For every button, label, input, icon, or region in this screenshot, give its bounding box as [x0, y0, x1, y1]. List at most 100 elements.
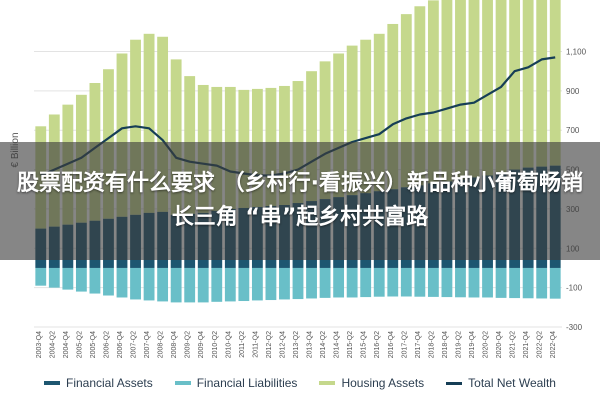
financial-liabilities-bar — [400, 267, 412, 297]
financial-liabilities-bar — [116, 267, 128, 298]
financial-liabilities-bar — [279, 267, 290, 300]
x-tick-label: 2012-Q4 — [279, 331, 286, 358]
x-tick-label: 2011-Q2 — [239, 331, 246, 358]
x-tick-label: 2010-Q4 — [225, 331, 232, 358]
housing-assets-bar — [455, 0, 466, 180]
financial-liabilities-bar — [184, 267, 196, 303]
legend-swatch — [446, 381, 463, 385]
financial-liabilities-bar — [387, 267, 399, 297]
housing-assets-bar — [522, 0, 534, 168]
legend-label: Housing Assets — [341, 376, 425, 390]
x-tick-label: 2007-Q4 — [144, 331, 151, 358]
legend-item: Housing Assets — [319, 376, 424, 390]
x-tick-label: 2017-Q4 — [415, 331, 422, 358]
financial-liabilities-bar — [211, 267, 223, 302]
financial-liabilities-bar — [414, 267, 426, 297]
headline-text: 股票配资有什么要求 （乡村行·看振兴）新品种小葡萄畅销长三角 “串”起乡村共富路 — [16, 171, 584, 230]
legend-label: Financial Liabilities — [196, 376, 298, 390]
housing-assets-bar — [157, 36, 169, 212]
housing-assets-bar — [536, 0, 548, 167]
financial-liabilities-bar — [89, 267, 101, 294]
housing-assets-bar — [319, 61, 331, 200]
x-tick-label: 2013-Q2 — [293, 331, 300, 358]
housing-assets-bar — [414, 6, 426, 186]
housing-assets-bar — [468, 0, 480, 178]
financial-liabilities-bar — [103, 267, 114, 296]
x-tick-label: 2019-Q4 — [469, 331, 476, 358]
x-tick-label: 2004-Q4 — [63, 331, 70, 358]
financial-liabilities-bar — [441, 267, 453, 298]
financial-liabilities-bar — [75, 267, 87, 292]
housing-assets-bar — [387, 23, 399, 190]
housing-assets-bar — [333, 53, 345, 198]
x-tick-label: 2020-Q2 — [483, 331, 490, 358]
y-tick-label: -300 — [566, 323, 583, 332]
financial-liabilities-bar — [130, 267, 141, 300]
financial-liabilities-bar — [455, 267, 466, 298]
financial-liabilities-bar — [62, 267, 74, 290]
housing-assets-bar — [400, 14, 412, 188]
financial-liabilities-bar — [157, 267, 169, 302]
x-tick-label: 2006-Q4 — [117, 331, 124, 358]
x-tick-labels: 2003-Q4 2004-Q2 2004-Q4 2005-Q2 2005-Q4 2006-… — [36, 331, 557, 358]
y-tick-label: -100 — [566, 284, 583, 293]
x-tick-label: 2005-Q4 — [90, 331, 97, 358]
housing-assets-bar — [427, 0, 439, 184]
financial-liabilities-bar — [346, 267, 358, 298]
housing-assets-bar — [170, 59, 182, 215]
housing-assets-bar — [306, 71, 317, 202]
x-tick-label: 2020-Q4 — [496, 331, 503, 358]
legend-label: Total Net Wealth — [468, 376, 556, 390]
financial-liabilities-bar — [333, 267, 345, 298]
housing-assets-bar — [549, 0, 561, 166]
financial-liabilities-bar — [495, 267, 507, 298]
housing-assets-bar — [116, 53, 128, 217]
x-tick-label: 2012-Q2 — [266, 331, 273, 358]
legend-swatch — [174, 381, 191, 385]
x-tick-label: 2008-Q4 — [171, 331, 178, 358]
x-tick-label: 2019-Q2 — [455, 331, 462, 358]
financial-liabilities-bar — [48, 267, 60, 288]
x-tick-label: 2007-Q2 — [131, 331, 138, 358]
chart-legend: Financial Assets Financial Liabilities Hou… — [0, 372, 600, 394]
housing-assets-bar — [509, 0, 521, 170]
financial-liabilities-bar — [170, 267, 182, 303]
x-tick-label: 2022-Q2 — [537, 331, 544, 358]
legend-label: Financial Assets — [66, 376, 153, 390]
legend-item: Financial Liabilities — [174, 376, 298, 390]
housing-assets-bar — [373, 33, 385, 192]
x-tick-label: 2005-Q2 — [76, 331, 83, 358]
financial-liabilities-bar — [522, 267, 534, 299]
x-tick-label: 2018-Q4 — [442, 331, 449, 358]
financial-liabilities-bar — [292, 267, 304, 300]
financial-liabilities-bar — [306, 267, 317, 299]
financial-liabilities-bar — [251, 267, 263, 301]
financial-liabilities-bar — [197, 267, 209, 303]
housing-assets-bar — [482, 0, 493, 176]
financial-liabilities-bar — [373, 267, 385, 297]
x-tick-label: 2011-Q4 — [252, 331, 259, 358]
housing-assets-bar — [346, 45, 358, 196]
x-tick-label: 2016-Q4 — [388, 331, 395, 358]
x-tick-label: 2009-Q4 — [198, 331, 205, 358]
financial-liabilities-bar — [468, 267, 480, 298]
financial-liabilities-bar — [224, 267, 236, 302]
x-tick-label: 2008-Q2 — [158, 331, 165, 358]
legend-item: Financial Assets — [44, 376, 153, 390]
headline-overlay: 股票配资有什么要求 （乡村行·看振兴）新品种小葡萄畅销长三角 “串”起乡村共富路 — [0, 142, 600, 260]
financial-liabilities-bar — [35, 267, 47, 286]
legend-item: Total Net Wealth — [446, 376, 556, 390]
financial-liabilities-bar — [319, 267, 331, 298]
y-tick-label: 1,100 — [566, 48, 587, 57]
housing-assets-bar — [360, 39, 372, 194]
financial-liabilities-bar — [427, 267, 439, 297]
x-tick-label: 2013-Q4 — [307, 331, 314, 358]
x-tick-label: 2016-Q2 — [374, 331, 381, 358]
x-tick-label: 2003-Q4 — [36, 331, 43, 358]
x-tick-label: 2004-Q2 — [49, 331, 56, 358]
legend-swatch — [44, 381, 60, 385]
x-tick-label: 2014-Q2 — [320, 331, 327, 358]
financial-liabilities-bar — [265, 267, 277, 301]
financial-liabilities-bar — [360, 267, 372, 298]
